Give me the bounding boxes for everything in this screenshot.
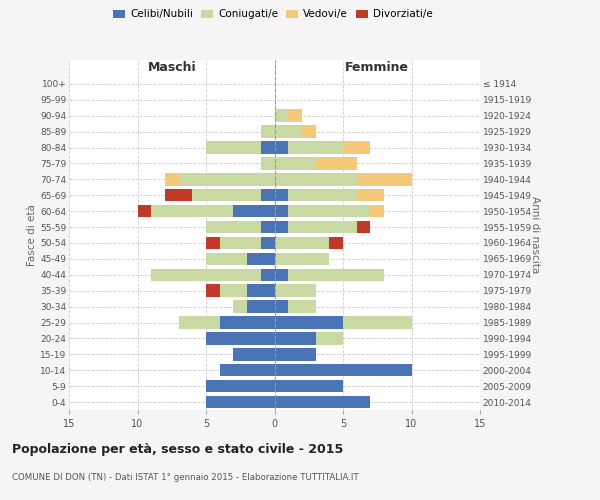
Y-axis label: Fasce di età: Fasce di età — [27, 204, 37, 266]
Text: Maschi: Maschi — [148, 60, 196, 74]
Bar — [151, 205, 233, 218]
Bar — [275, 126, 302, 138]
Bar — [275, 173, 356, 186]
Bar — [275, 142, 288, 154]
Bar — [247, 252, 275, 265]
Bar — [165, 189, 193, 202]
Bar — [220, 284, 247, 297]
Text: Popolazione per età, sesso e stato civile - 2015: Popolazione per età, sesso e stato civil… — [12, 442, 343, 456]
Bar — [275, 364, 412, 376]
Bar — [316, 332, 343, 344]
Bar — [343, 142, 370, 154]
Bar — [288, 221, 356, 234]
Bar — [316, 157, 357, 170]
Bar — [275, 221, 288, 234]
Bar — [206, 380, 275, 392]
Bar — [261, 189, 275, 202]
Bar — [206, 252, 247, 265]
Bar — [356, 221, 370, 234]
Bar — [261, 237, 275, 249]
Bar — [275, 380, 343, 392]
Bar — [261, 142, 275, 154]
Bar — [302, 126, 316, 138]
Bar — [275, 189, 288, 202]
Bar — [288, 110, 302, 122]
Bar — [165, 173, 179, 186]
Bar — [275, 110, 288, 122]
Text: COMUNE DI DON (TN) - Dati ISTAT 1° gennaio 2015 - Elaborazione TUTTITALIA.IT: COMUNE DI DON (TN) - Dati ISTAT 1° genna… — [12, 472, 359, 482]
Bar — [275, 300, 288, 313]
Bar — [206, 142, 261, 154]
Bar — [206, 332, 275, 344]
Bar — [275, 268, 288, 281]
Bar — [288, 300, 316, 313]
Bar — [261, 126, 275, 138]
Bar — [151, 268, 261, 281]
Bar — [275, 237, 329, 249]
Bar — [233, 300, 247, 313]
Bar — [206, 237, 220, 249]
Bar — [288, 205, 370, 218]
Bar — [220, 316, 275, 328]
Bar — [356, 189, 384, 202]
Bar — [275, 205, 288, 218]
Bar — [329, 237, 343, 249]
Bar — [179, 173, 275, 186]
Bar — [275, 396, 370, 408]
Bar — [247, 300, 275, 313]
Bar — [288, 268, 384, 281]
Bar — [275, 284, 316, 297]
Bar — [247, 284, 275, 297]
Bar — [206, 284, 220, 297]
Bar — [275, 316, 343, 328]
Bar — [356, 173, 412, 186]
Text: Femmine: Femmine — [345, 60, 409, 74]
Bar — [137, 205, 151, 218]
Bar — [206, 396, 275, 408]
Bar — [288, 142, 343, 154]
Bar — [220, 237, 261, 249]
Bar — [370, 205, 384, 218]
Bar — [233, 205, 275, 218]
Bar — [233, 348, 275, 360]
Bar — [275, 157, 316, 170]
Bar — [343, 316, 412, 328]
Bar — [275, 348, 316, 360]
Y-axis label: Anni di nascita: Anni di nascita — [530, 196, 541, 274]
Bar — [179, 316, 220, 328]
Bar — [288, 189, 356, 202]
Bar — [275, 252, 329, 265]
Bar — [206, 221, 261, 234]
Bar — [261, 268, 275, 281]
Bar — [275, 332, 316, 344]
Bar — [193, 189, 261, 202]
Legend: Celibi/Nubili, Coniugati/e, Vedovi/e, Divorziati/e: Celibi/Nubili, Coniugati/e, Vedovi/e, Di… — [109, 5, 437, 24]
Bar — [261, 157, 275, 170]
Bar — [261, 221, 275, 234]
Bar — [220, 364, 275, 376]
